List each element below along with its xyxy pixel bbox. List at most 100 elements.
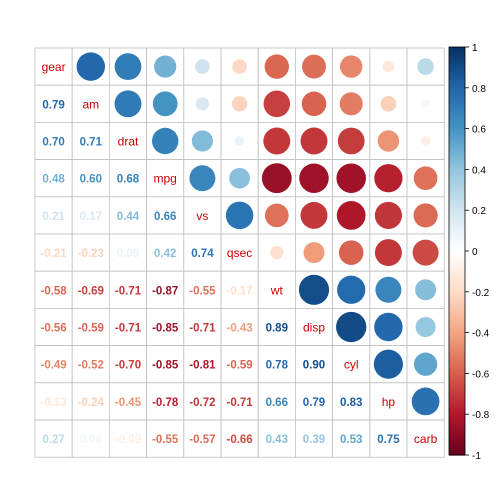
colorbar-segment [449, 167, 465, 170]
corr-value-hp-cyl: 0.83 [340, 397, 362, 409]
corr-circle-drat-mpg [152, 127, 179, 155]
corr-value-qsec-gear: -0.21 [40, 248, 67, 260]
corr-circle-cyl-carb [413, 352, 438, 376]
colorbar-segment [449, 379, 465, 383]
colorbar-segment [449, 377, 465, 381]
corr-circle-am-cyl [339, 92, 363, 116]
grid-cell-1-10 [406, 84, 445, 123]
colorbar-segment [449, 81, 465, 85]
colorbar-segment [449, 187, 465, 191]
colorbar-segment [449, 234, 465, 238]
corr-value-cyl-gear: -0.49 [40, 360, 66, 372]
colorbar-segment [449, 312, 465, 315]
corr-value-carb-vs: -0.57 [189, 434, 215, 446]
corr-value-cyl-drat: -0.70 [115, 360, 141, 372]
corr-circle-mpg-qsec [229, 167, 250, 189]
corr-circle-drat-cyl [337, 127, 365, 155]
colorbar-segment [449, 228, 465, 232]
colorbar-segment [449, 79, 465, 83]
grid-cell-4-4 [183, 196, 222, 235]
corr-value-wt-drat: -0.71 [115, 285, 142, 297]
corr-value-carb-cyl: 0.53 [340, 434, 362, 446]
colorbar-segment [449, 91, 465, 95]
colorbar-segment [449, 146, 465, 150]
colorbar-segment [449, 422, 465, 425]
colorbar-segment [449, 71, 465, 75]
corr-value-cyl-vs: -0.81 [189, 360, 216, 372]
corr-value-qsec-mpg: 0.42 [154, 248, 176, 260]
colorbar-segment [449, 242, 465, 246]
grid-cell-7-3 [146, 307, 185, 346]
colorbar-segment [449, 208, 465, 211]
colorbar-segment [449, 375, 465, 379]
colorbar-tick-label: 1 [472, 43, 478, 54]
corr-circle-am-vs [195, 97, 209, 111]
corr-value-drat-am: 0.71 [80, 137, 103, 149]
grid-cell-10-7 [294, 419, 333, 458]
corr-circle-wt-hp [375, 276, 402, 303]
grid-cell-7-6 [257, 307, 296, 346]
colorbar-segment [449, 67, 465, 71]
colorbar-segment [449, 85, 465, 89]
colorbar-segment [449, 361, 465, 364]
corr-value-carb-drat: -0.09 [115, 434, 141, 446]
colorbar-tick-label: 0.6 [472, 125, 486, 136]
colorbar-segment [449, 416, 465, 419]
corr-value-wt-qsec: -0.17 [226, 285, 252, 297]
variable-label-carb: carb [414, 432, 438, 446]
colorbar-segment [449, 391, 465, 395]
colorbar-segment [449, 393, 465, 397]
corr-value-vs-mpg: 0.66 [154, 211, 176, 223]
colorbar-segment [449, 238, 465, 242]
colorbar-segment [449, 265, 465, 268]
corr-circle-wt-carb [415, 279, 437, 301]
colorbar-segment [449, 220, 465, 224]
corr-circle-vs-cyl [336, 201, 366, 230]
colorbar-tick-label: 0.2 [472, 206, 486, 217]
colorbar-segment [449, 61, 465, 64]
corr-circle-am-carb [421, 99, 430, 108]
colorbar-segment [449, 55, 465, 58]
corr-circle-vs-hp [374, 201, 402, 229]
colorbar-tick-label: -0.6 [472, 369, 490, 380]
colorbar-segment [449, 98, 465, 101]
colorbar-segment [449, 277, 465, 281]
corr-circle-wt-cyl [337, 275, 366, 304]
colorbar-segment [449, 230, 465, 234]
colorbar-segment [449, 397, 465, 401]
grid-cell-7-0 [34, 307, 73, 346]
grid-cell-10-4 [183, 419, 222, 458]
colorbar-segment [449, 185, 465, 189]
corr-circle-wt-disp [298, 274, 330, 305]
colorbar-segment [449, 367, 465, 370]
variable-label-disp: disp [303, 321, 325, 335]
variable-label-mpg: mpg [154, 172, 177, 186]
colorbar-segment [449, 195, 465, 199]
colorbar-segment [449, 299, 465, 303]
corr-circle-disp-hp [374, 312, 403, 342]
colorbar-segment [449, 371, 465, 374]
grid-cell-6-6 [257, 270, 296, 309]
colorbar-segment [449, 210, 465, 213]
grid-cell-10-2 [109, 419, 148, 458]
grid-cell-4-0 [34, 196, 73, 235]
colorbar-segment [449, 57, 465, 60]
grid-cell-9-2 [109, 382, 148, 421]
colorbar-segment [449, 334, 465, 338]
corr-circle-hp-carb [411, 387, 440, 416]
colorbar-segment [449, 240, 465, 244]
grid-cell-10-9 [369, 419, 408, 458]
corr-circle-gear-qsec [232, 59, 247, 74]
corr-circle-drat-disp [300, 127, 328, 155]
grid-cell-10-8 [332, 419, 371, 458]
corr-value-vs-gear: 0.21 [42, 211, 65, 223]
colorbar-segment [449, 93, 465, 97]
colorbar-segment [449, 324, 465, 328]
colorbar-segment [449, 302, 465, 305]
colorbar-segment [449, 59, 465, 62]
corr-value-disp-vs: -0.71 [189, 323, 216, 335]
colorbar-segment [449, 383, 465, 387]
colorbar-segment [449, 224, 465, 228]
grid-cell-3-5 [220, 159, 259, 198]
colorbar-segment [449, 385, 465, 389]
